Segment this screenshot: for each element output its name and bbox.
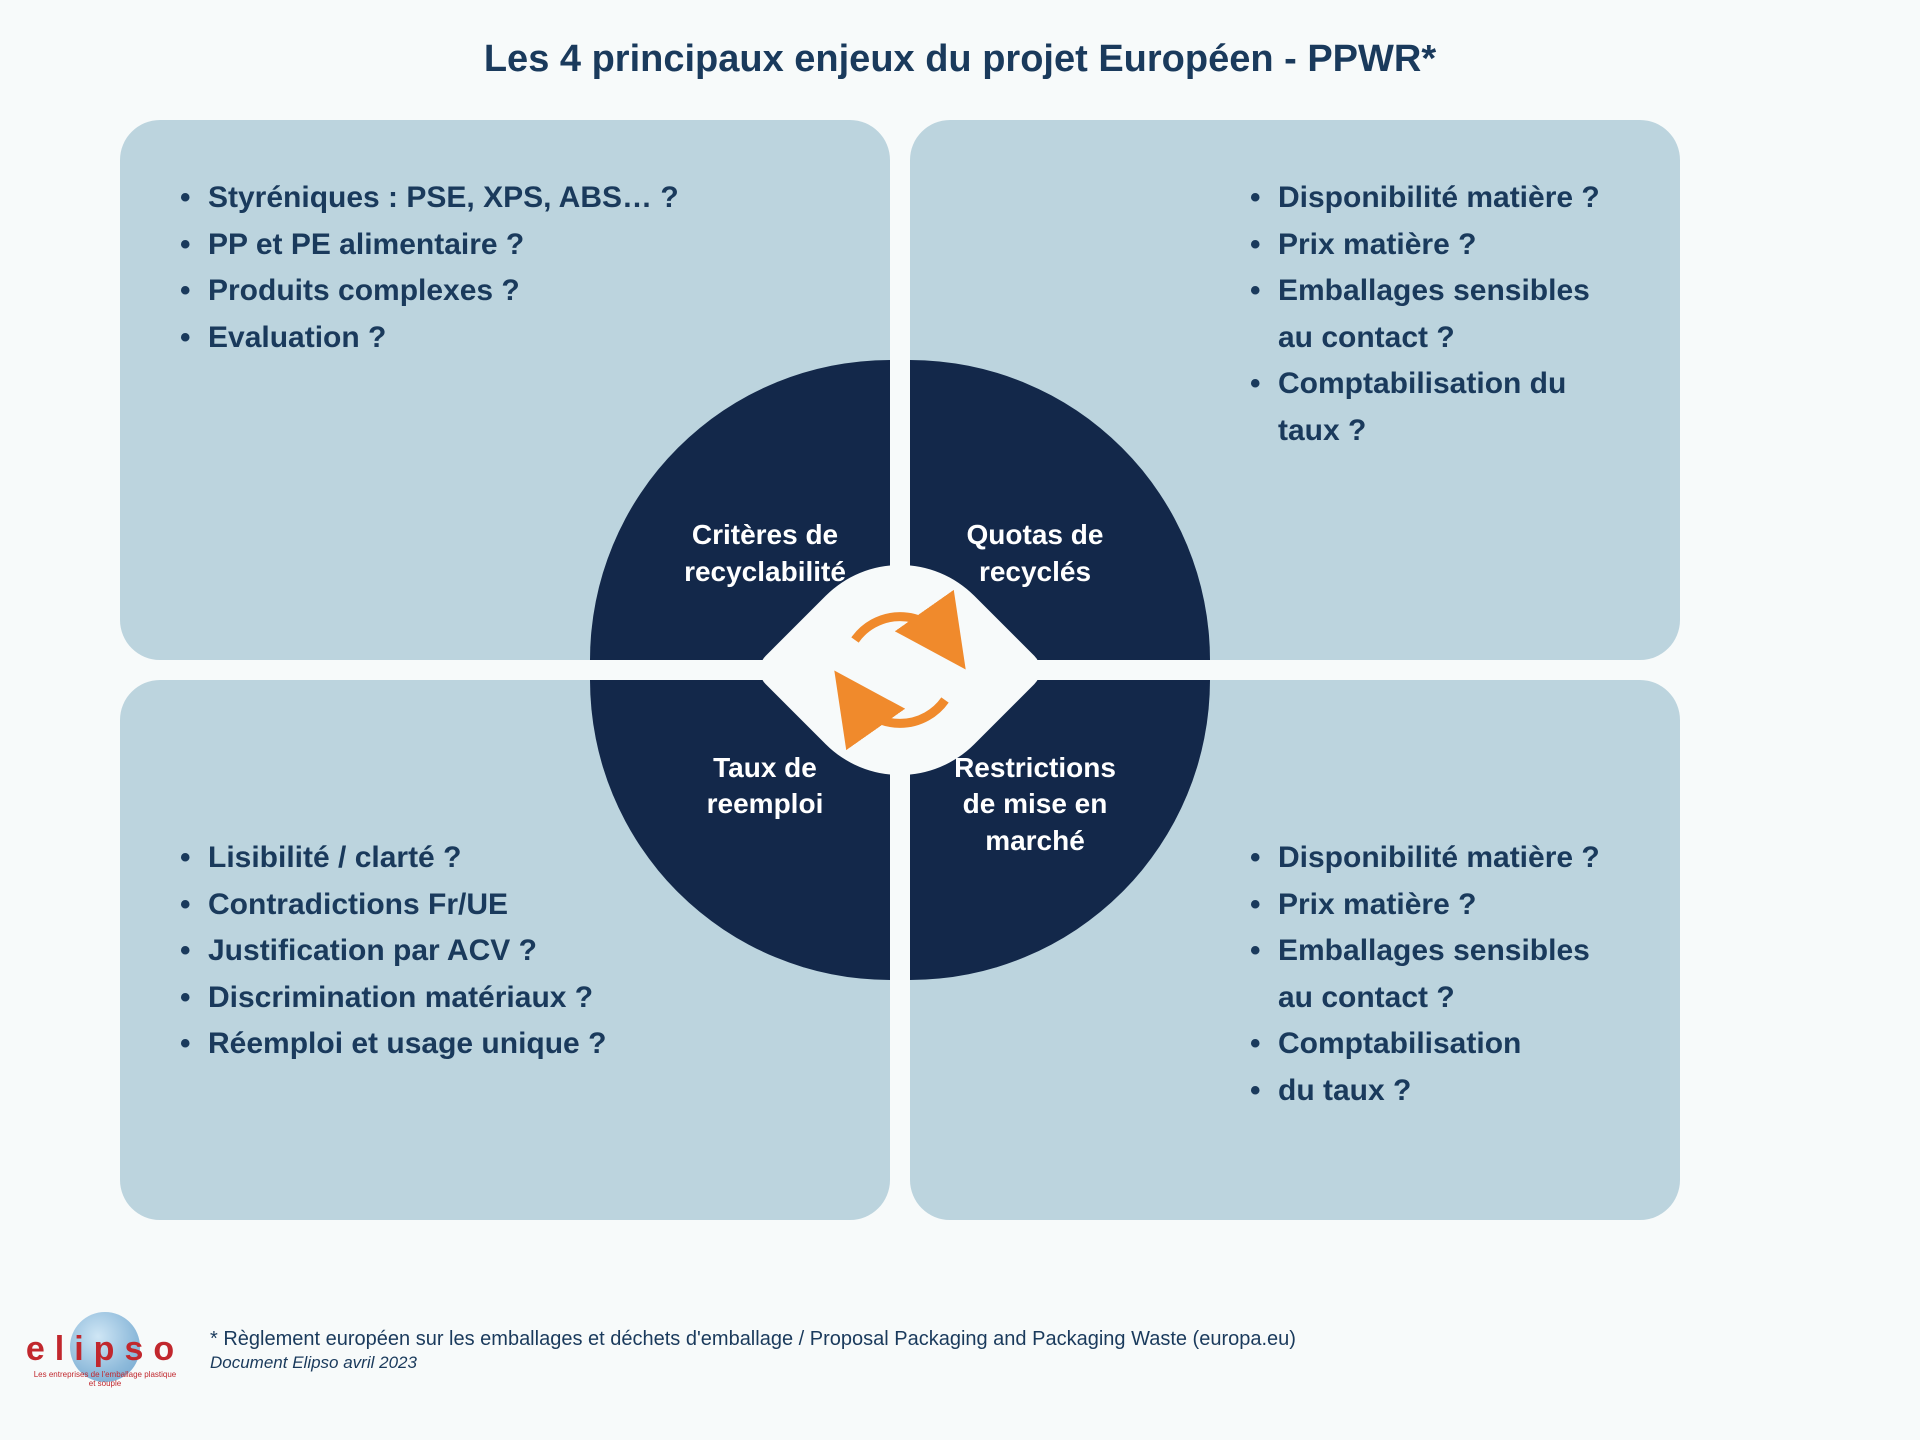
list-item: Styréniques : PSE, XPS, ABS… ? [180, 175, 830, 222]
list-item: Disponibilité matière ? [1250, 835, 1620, 882]
bullets-bottom-left: Lisibilité / clarté ?Contradictions Fr/U… [180, 835, 830, 1068]
list-item: Prix matière ? [1250, 882, 1620, 929]
bullets-top-left: Styréniques : PSE, XPS, ABS… ?PP et PE a… [180, 175, 830, 361]
logo-text: elipso [26, 1330, 184, 1369]
quadrant-grid: Styréniques : PSE, XPS, ABS… ?PP et PE a… [120, 120, 1680, 1220]
list-item: Contradictions Fr/UE [180, 882, 830, 929]
card-top-left: Styréniques : PSE, XPS, ABS… ?PP et PE a… [120, 120, 890, 660]
card-bottom-left: Lisibilité / clarté ?Contradictions Fr/U… [120, 680, 890, 1220]
bullets-bottom-right: Disponibilité matière ?Prix matière ?Emb… [1250, 835, 1620, 1114]
logo-subtitle: Les entreprises de l'emballage plastique… [30, 1371, 180, 1389]
list-item: Emballages sensibles au contact ? [1250, 268, 1620, 361]
footnote-line2: Document Elipso avril 2023 [210, 1353, 1296, 1373]
list-item: du taux ? [1250, 1068, 1620, 1115]
footnote-line1: * Règlement européen sur les emballages … [210, 1328, 1296, 1350]
list-item: Justification par ACV ? [180, 928, 830, 975]
list-item: Discrimination matériaux ? [180, 975, 830, 1022]
list-item: Produits complexes ? [180, 268, 830, 315]
elipso-logo: elipso Les entreprises de l'emballage pl… [30, 1290, 180, 1410]
card-bottom-right: Disponibilité matière ?Prix matière ?Emb… [910, 680, 1680, 1220]
bullets-top-right: Disponibilité matière ?Prix matière ?Emb… [1250, 175, 1620, 454]
card-top-right: Disponibilité matière ?Prix matière ?Emb… [910, 120, 1680, 660]
list-item: Comptabilisation [1250, 1021, 1620, 1068]
list-item: Réemploi et usage unique ? [180, 1021, 830, 1068]
list-item: Lisibilité / clarté ? [180, 835, 830, 882]
list-item: Evaluation ? [180, 315, 830, 362]
list-item: PP et PE alimentaire ? [180, 222, 830, 269]
list-item: Disponibilité matière ? [1250, 175, 1620, 222]
footnote: * Règlement européen sur les emballages … [210, 1328, 1296, 1373]
page-title: Les 4 principaux enjeux du projet Europé… [0, 0, 1920, 81]
list-item: Emballages sensibles au contact ? [1250, 928, 1620, 1021]
list-item: Comptabilisation du taux ? [1250, 361, 1620, 454]
list-item: Prix matière ? [1250, 222, 1620, 269]
footer: elipso Les entreprises de l'emballage pl… [30, 1290, 1890, 1410]
